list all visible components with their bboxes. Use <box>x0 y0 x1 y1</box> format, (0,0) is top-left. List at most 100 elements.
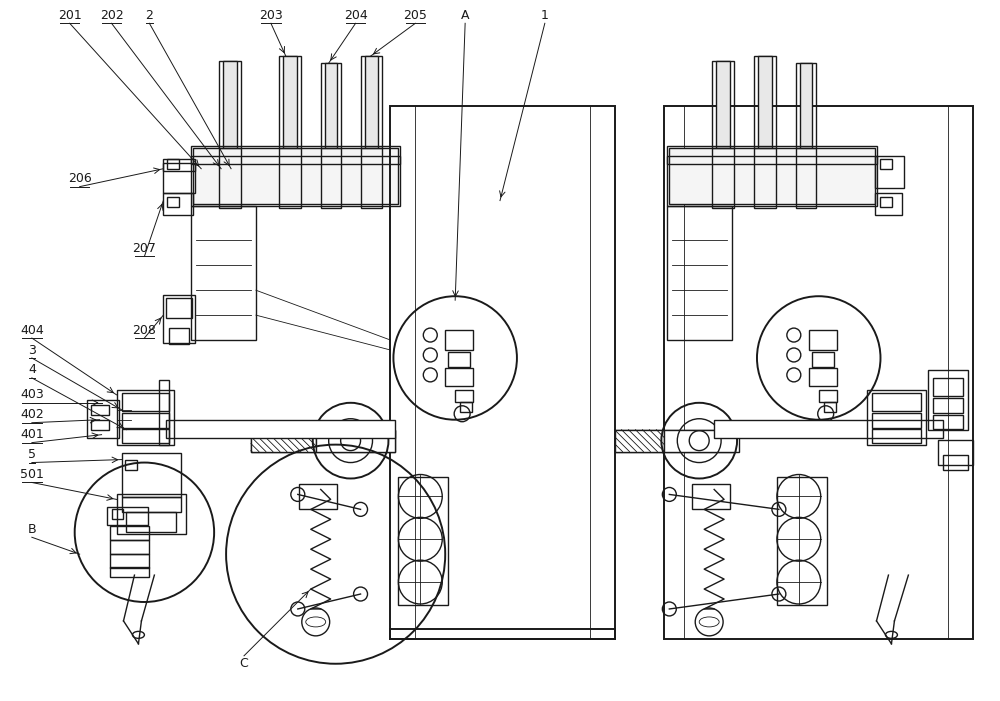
Bar <box>460 402 472 411</box>
Bar <box>91 404 109 415</box>
Text: 401: 401 <box>20 428 44 441</box>
Bar <box>279 148 301 207</box>
Text: 403: 403 <box>20 388 44 402</box>
Bar <box>777 477 827 605</box>
Bar <box>812 352 834 367</box>
Bar <box>928 370 968 430</box>
Text: C: C <box>240 658 248 670</box>
Bar <box>615 430 734 451</box>
Bar <box>159 380 169 444</box>
Bar <box>166 420 395 437</box>
Bar <box>809 330 837 350</box>
Bar <box>455 390 473 402</box>
Bar <box>796 148 816 207</box>
Bar <box>283 56 297 154</box>
Text: 201: 201 <box>58 9 82 22</box>
Bar <box>251 430 395 451</box>
Bar <box>223 61 237 151</box>
Text: 1: 1 <box>541 9 549 22</box>
Text: 501: 501 <box>20 468 44 481</box>
Bar <box>110 540 149 554</box>
Bar <box>191 146 400 205</box>
Bar <box>880 196 892 207</box>
Text: 404: 404 <box>20 324 44 336</box>
Bar <box>122 413 169 428</box>
Text: B: B <box>28 523 36 536</box>
Bar <box>325 63 337 151</box>
Bar <box>716 61 730 151</box>
Text: 207: 207 <box>132 242 156 255</box>
Bar <box>167 158 179 169</box>
Bar <box>126 512 176 532</box>
Bar <box>91 420 109 430</box>
Bar <box>933 415 963 429</box>
Bar <box>191 205 256 340</box>
Bar <box>166 298 192 318</box>
Bar <box>824 402 836 411</box>
Bar <box>875 193 902 215</box>
Bar <box>169 328 189 344</box>
Text: 206: 206 <box>68 172 92 185</box>
Bar <box>445 330 473 350</box>
Text: 205: 205 <box>403 9 427 22</box>
Bar <box>872 393 921 411</box>
Bar <box>712 148 734 207</box>
Bar <box>667 156 877 164</box>
Bar <box>117 390 174 444</box>
Text: 202: 202 <box>100 9 123 22</box>
Text: 3: 3 <box>28 343 36 357</box>
Bar <box>933 397 963 413</box>
Bar <box>299 484 337 510</box>
Bar <box>167 196 179 207</box>
Bar <box>398 477 448 605</box>
Bar <box>615 430 664 451</box>
Bar <box>163 163 195 171</box>
Text: A: A <box>461 9 469 22</box>
Bar <box>880 158 892 169</box>
Bar <box>872 413 921 428</box>
Bar <box>219 148 241 207</box>
Bar <box>117 494 186 534</box>
Bar <box>122 498 181 512</box>
Text: 5: 5 <box>28 448 36 461</box>
Bar <box>122 453 181 498</box>
Bar <box>193 148 398 203</box>
Bar <box>122 429 169 442</box>
Bar <box>219 61 241 151</box>
Bar <box>664 430 739 451</box>
Bar <box>361 56 382 154</box>
Bar <box>87 400 119 437</box>
Bar <box>692 484 730 510</box>
Bar <box>110 567 149 577</box>
Bar <box>445 368 473 386</box>
Bar <box>390 629 615 639</box>
Bar <box>107 508 148 525</box>
Text: 2: 2 <box>145 9 153 22</box>
Bar <box>872 429 921 442</box>
Text: 4: 4 <box>28 363 36 376</box>
Bar <box>112 510 123 519</box>
Bar <box>163 158 195 193</box>
Text: 402: 402 <box>20 408 44 421</box>
Bar <box>714 420 943 437</box>
Bar <box>163 193 193 215</box>
Bar <box>754 56 776 154</box>
Bar <box>110 526 149 540</box>
Bar <box>669 148 875 203</box>
Bar <box>191 156 400 164</box>
Bar <box>122 393 169 411</box>
Bar <box>316 430 395 451</box>
Bar <box>875 156 904 188</box>
Bar <box>279 56 301 154</box>
Bar <box>390 106 615 639</box>
Bar <box>448 352 470 367</box>
Bar <box>110 554 149 568</box>
Bar <box>667 146 877 205</box>
Bar <box>796 63 816 151</box>
Bar <box>754 148 776 207</box>
Bar <box>933 378 963 396</box>
Bar <box>712 61 734 151</box>
Text: 208: 208 <box>132 324 156 336</box>
Bar <box>664 106 973 639</box>
Text: 204: 204 <box>344 9 367 22</box>
